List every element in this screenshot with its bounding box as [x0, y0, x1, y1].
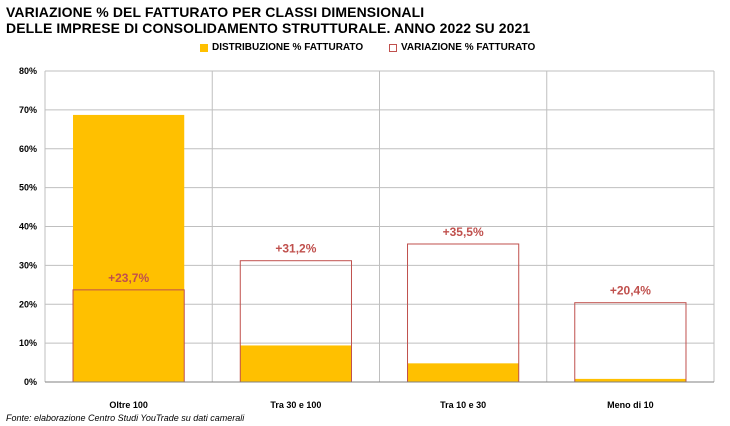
data-label-variation: +23,7% [108, 271, 149, 285]
y-tick-label: 30% [19, 260, 37, 270]
legend-item-variation: VARIAZIONE % FATTURATO [389, 41, 535, 55]
y-tick-label: 40% [19, 222, 37, 232]
y-tick-label: 50% [19, 183, 37, 193]
x-category-label: Oltre 100 [109, 400, 148, 410]
data-label-variation: +31,2% [275, 242, 316, 256]
y-tick-label: 80% [19, 66, 37, 76]
x-category-label: Tra 10 e 30 [440, 400, 486, 410]
y-tick-label: 10% [19, 338, 37, 348]
legend-label-distribution: DISTRIBUZIONE % FATTURATO [212, 42, 364, 53]
x-category-label: Tra 30 e 100 [270, 400, 321, 410]
bar-variation [574, 302, 687, 383]
bar-variation [407, 243, 520, 383]
legend-item-distribution: DISTRIBUZIONE % FATTURATO [200, 41, 363, 55]
y-tick-label: 60% [19, 144, 37, 154]
bar-distribution [574, 378, 686, 382]
bar-distribution [73, 114, 185, 383]
data-label-variation: +20,4% [610, 284, 651, 298]
x-category-label: Meno di 10 [607, 400, 654, 410]
data-label-variation: +35,5% [443, 225, 484, 239]
source-note: Fonte: elaborazione Centro Studi YouTrad… [6, 413, 245, 423]
y-tick-label: 0% [24, 377, 37, 387]
legend-swatch-variation [389, 44, 397, 52]
chart-title-line-2: DELLE IMPRESE DI CONSOLIDAMENTO STRUTTUR… [6, 20, 531, 36]
y-tick-label: 70% [19, 105, 37, 115]
legend: DISTRIBUZIONE % FATTURATO VARIAZIONE % F… [0, 41, 730, 55]
legend-swatch-distribution [200, 44, 208, 52]
y-tick-label: 20% [19, 299, 37, 309]
chart-title: VARIAZIONE % DEL FATTURATO PER CLASSI DI… [6, 4, 530, 36]
chart-title-line-1: VARIAZIONE % DEL FATTURATO PER CLASSI DI… [6, 4, 425, 20]
bar-distribution [240, 345, 352, 382]
legend-label-variation: VARIAZIONE % FATTURATO [401, 42, 536, 53]
bar-distribution [407, 363, 519, 382]
